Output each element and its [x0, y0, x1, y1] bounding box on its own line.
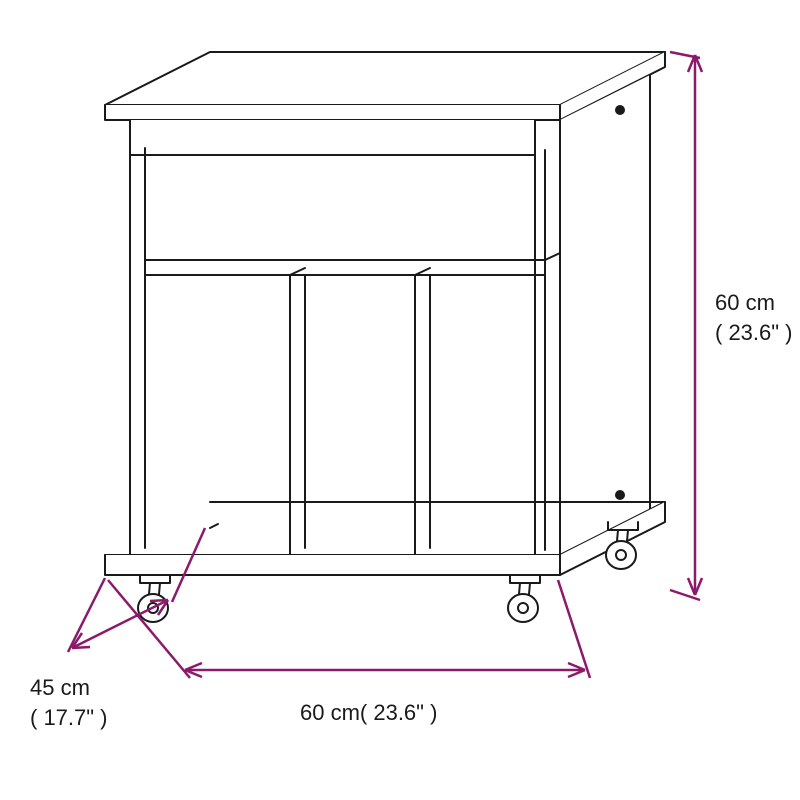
dimension-height — [670, 52, 702, 600]
height-label-2: ( 23.6" ) — [715, 320, 793, 345]
wheel-front-left — [138, 575, 170, 622]
depth-label-2: ( 17.7" ) — [30, 705, 108, 730]
furniture-diagram: 60 cm ( 23.6" ) 60 cm( 23.6" ) 45 cm ( 1… — [0, 0, 800, 800]
wheel-back-right — [606, 522, 638, 569]
height-label: 60 cm — [715, 290, 775, 315]
furniture-outline — [105, 52, 665, 622]
width-label: 60 cm( 23.6" ) — [300, 700, 437, 725]
wheel-front-right — [508, 575, 540, 622]
depth-label: 45 cm — [30, 675, 90, 700]
